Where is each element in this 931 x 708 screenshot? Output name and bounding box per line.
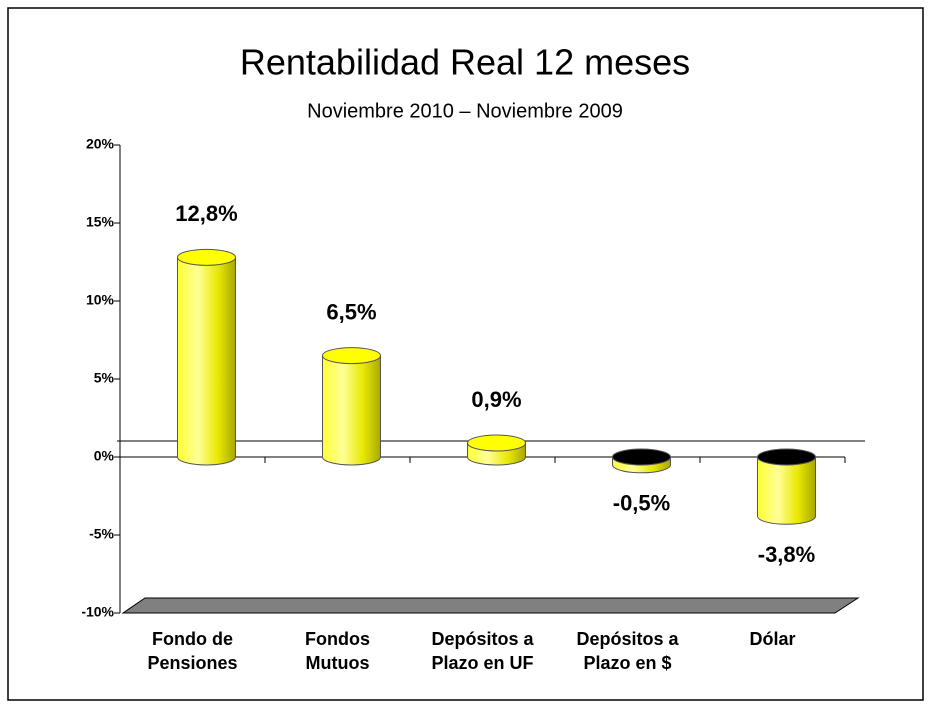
y-tick-label: 5%: [94, 370, 115, 386]
y-tick-label: 0%: [94, 448, 115, 464]
bar: [612, 448, 671, 474]
frame: [7, 7, 924, 701]
data-label: 0,9%: [471, 387, 521, 412]
floor: [121, 597, 860, 614]
bar: [177, 248, 236, 466]
bar-part: [177, 248, 236, 266]
bar-part: [757, 456, 816, 525]
x-tick-label: Fondos Mutuos: [305, 629, 370, 673]
y-tick-label: -10%: [81, 604, 114, 620]
bar-part: [467, 434, 526, 452]
data-label: -3,8%: [758, 542, 815, 567]
chart-subtitle: Noviembre 2010 – Noviembre 2009: [307, 100, 623, 122]
y-tick-label: 15%: [86, 214, 115, 230]
chart-title: Rentabilidad Real 12 meses: [240, 42, 690, 83]
y-tick-label: 20%: [86, 136, 115, 152]
x-tick-label: Depósitos a Plazo en $: [576, 629, 679, 673]
x-tick-label: Dólar: [749, 629, 796, 649]
bar-part: [757, 448, 816, 466]
data-label: 12,8%: [175, 201, 237, 226]
bar-part: [322, 355, 381, 466]
data-label: 6,5%: [326, 299, 376, 324]
y-tick-label: -5%: [89, 526, 114, 542]
x-tick-label: Depósitos a Plazo en UF: [431, 629, 534, 673]
data-label: -0,5%: [613, 491, 670, 516]
bar-part: [612, 448, 671, 466]
bar: [467, 434, 526, 466]
y-tick-label: 10%: [86, 292, 115, 308]
bar-part: [177, 256, 236, 466]
bar-part: [322, 347, 381, 365]
bar: [322, 347, 381, 466]
x-tick-label: Fondo de Pensiones: [147, 629, 238, 673]
bar: [757, 448, 816, 525]
